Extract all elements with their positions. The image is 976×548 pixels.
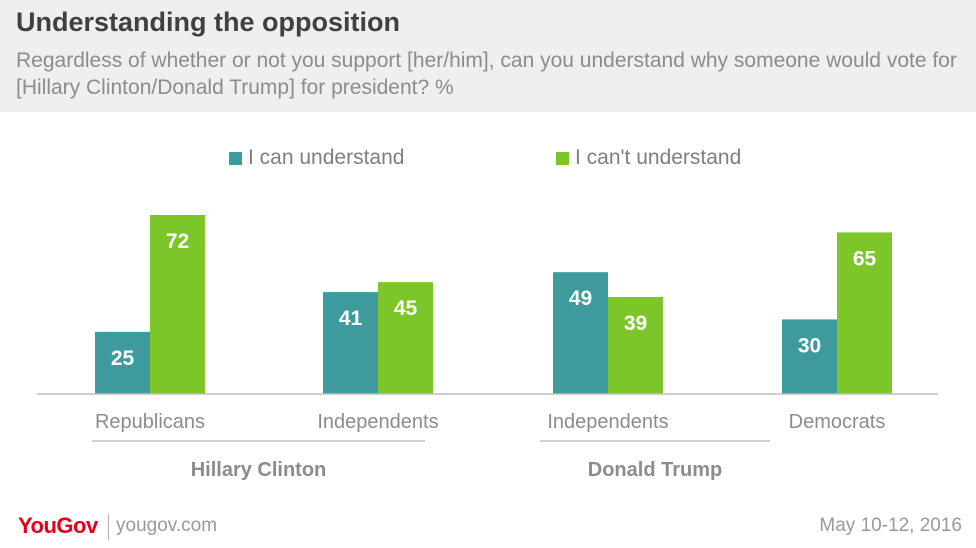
data-label: 25 — [111, 347, 135, 370]
bar — [837, 232, 892, 394]
bar — [553, 272, 608, 394]
footer-divider — [108, 514, 109, 540]
bar — [608, 297, 663, 394]
bar — [95, 331, 150, 394]
footer-date: May 10-12, 2016 — [819, 515, 962, 536]
legend-swatch-green — [556, 151, 569, 165]
data-label: 39 — [624, 312, 647, 335]
bar — [378, 282, 433, 394]
category-label: Independents — [317, 411, 438, 433]
bar — [323, 292, 378, 394]
legend-label: I can understand — [248, 146, 405, 169]
data-label: 45 — [394, 297, 418, 320]
data-label: 65 — [853, 247, 877, 270]
group-label: Donald Trump — [588, 459, 722, 481]
data-label: 41 — [339, 307, 363, 330]
data-label: 72 — [166, 230, 189, 253]
data-label: 49 — [569, 287, 592, 310]
bar — [782, 319, 837, 394]
group-label: Hillary Clinton — [191, 459, 327, 481]
legend-label: I can't understand — [575, 146, 742, 169]
legend-item-can-understand: I can understand — [229, 146, 404, 170]
header-band: Understanding the opposition Regardless … — [0, 0, 976, 112]
bar — [150, 215, 205, 394]
data-label: 30 — [798, 334, 821, 357]
legend-swatch-teal — [229, 151, 242, 165]
category-label: Independents — [547, 411, 668, 433]
chart-title: Understanding the opposition — [16, 7, 400, 37]
footer-site: yougov.com — [116, 515, 218, 536]
category-label: Republicans — [95, 411, 205, 433]
legend-item-cant-understand: I can't understand — [556, 146, 741, 170]
category-label: Democrats — [789, 411, 886, 433]
yougov-logo: YouGov — [18, 513, 98, 538]
chart-subtitle: Regardless of whether or not you support… — [16, 49, 957, 99]
